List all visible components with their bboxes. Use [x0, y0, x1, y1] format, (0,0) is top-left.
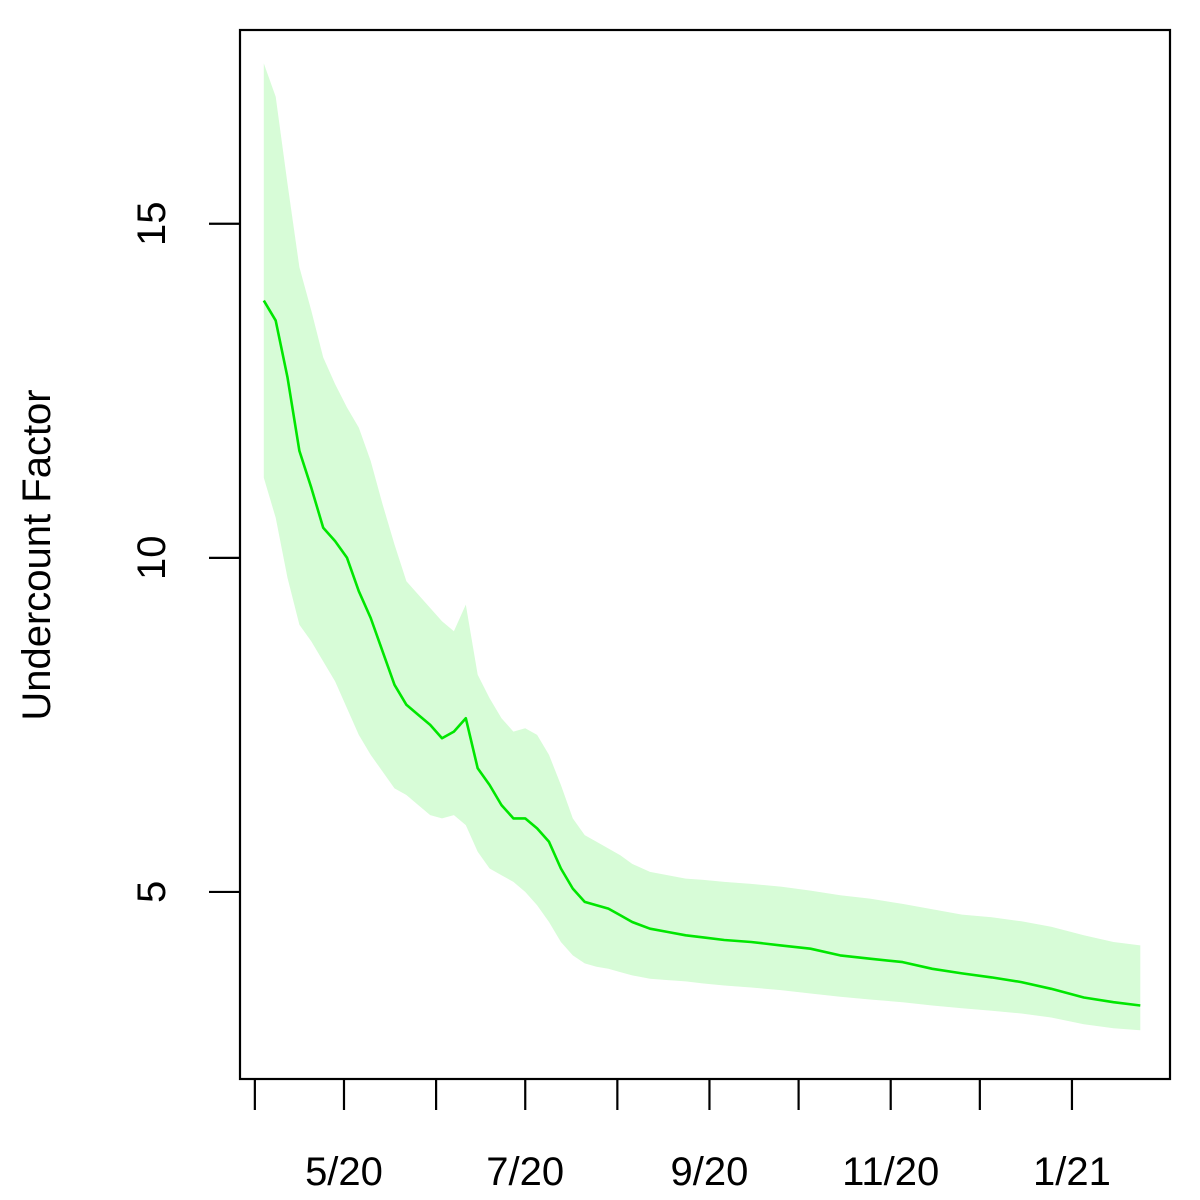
plot-frame — [238, 28, 1172, 1081]
undercount-line — [262, 299, 1141, 1007]
y-axis-label: Undercount Factor — [15, 389, 59, 720]
x-tick-label: 11/20 — [842, 1150, 939, 1194]
plot-area — [262, 63, 1141, 1031]
y-tick-label: 10 — [130, 536, 174, 581]
x-tick-label: 7/20 — [486, 1150, 564, 1194]
x-axis: 5/20 7/20 9/20 11/20 1/21 — [253, 1079, 1111, 1194]
y-tick-label: 5 — [130, 881, 174, 903]
y-tick-label: 15 — [130, 202, 174, 247]
x-tick-label: 9/20 — [671, 1150, 749, 1194]
x-tick-label: 1/21 — [1033, 1150, 1111, 1194]
x-tick-label: 5/20 — [305, 1150, 383, 1194]
confidence-band — [263, 63, 1141, 1031]
y-axis: 5 10 15 — [130, 202, 240, 903]
